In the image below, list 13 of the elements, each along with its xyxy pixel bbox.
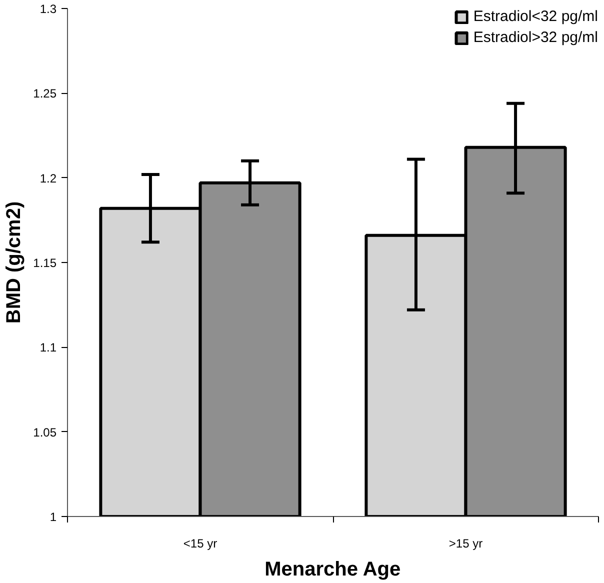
legend-label: Estradiol<32 pg/ml bbox=[473, 8, 598, 25]
x-tick-label: <15 yr bbox=[183, 536, 218, 550]
y-tick-label: 1.1 bbox=[40, 340, 57, 355]
y-tick-label: 1 bbox=[50, 510, 57, 524]
legend-label: Estradiol>32 pg/ml bbox=[473, 29, 598, 46]
y-axis-title: BMD (g/cm2) bbox=[3, 201, 26, 324]
y-tick-label: 1.05 bbox=[33, 425, 57, 440]
y-tick-label: 1.3 bbox=[40, 2, 57, 16]
x-tick-label: >15 yr bbox=[448, 536, 483, 550]
x-axis-title: Menarche Age bbox=[264, 558, 401, 580]
y-tick-label: 1.2 bbox=[40, 171, 57, 186]
y-tick-label: 1.15 bbox=[33, 256, 57, 270]
y-tick-label: 1.25 bbox=[33, 86, 57, 101]
